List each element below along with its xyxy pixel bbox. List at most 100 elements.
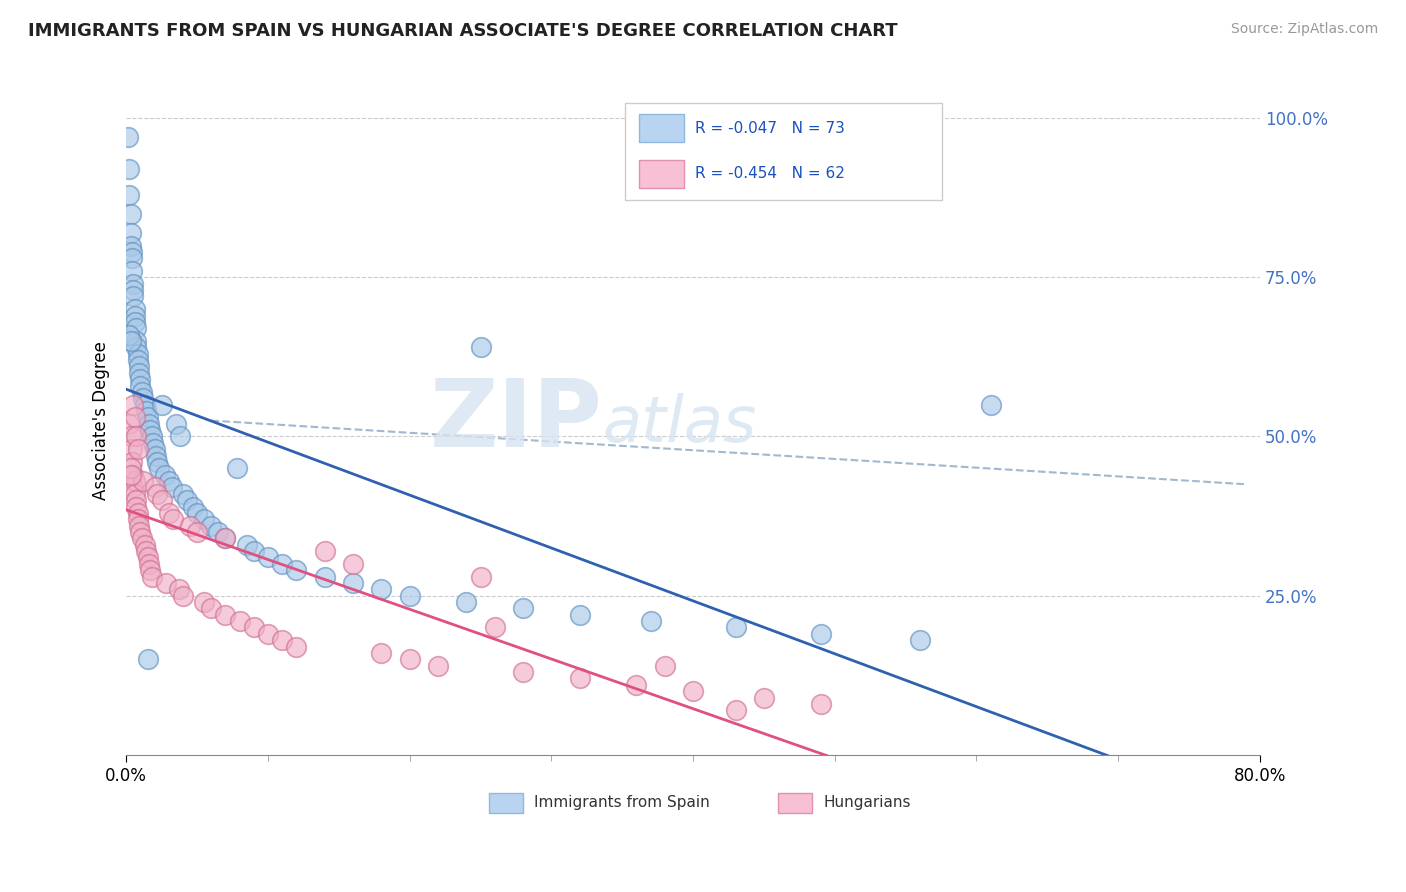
Point (512, 601, 534, 615)
Point (456, 595, 478, 609)
Point (141, 429, 163, 443)
Point (186, 506, 208, 520)
Text: Source: ZipAtlas.com: Source: ZipAtlas.com (1230, 22, 1378, 37)
Point (122, 398, 145, 412)
Point (640, 614, 662, 628)
Point (121, 244, 143, 259)
Point (146, 455, 169, 469)
Point (120, 467, 142, 482)
Point (138, 557, 160, 571)
Point (136, 410, 159, 425)
Point (155, 575, 177, 590)
Point (132, 474, 155, 488)
Point (398, 589, 420, 603)
Point (186, 524, 208, 539)
Point (370, 582, 392, 597)
Point (752, 690, 775, 705)
Point (200, 518, 222, 533)
Text: atlas: atlas (602, 392, 756, 455)
Point (193, 512, 215, 526)
Point (127, 442, 149, 457)
Point (214, 532, 236, 546)
Point (128, 518, 150, 533)
Point (122, 277, 145, 291)
Point (235, 538, 257, 552)
Text: IMMIGRANTS FROM SPAIN VS HUNGARIAN ASSOCIATE'S DEGREE CORRELATION CHART: IMMIGRANTS FROM SPAIN VS HUNGARIAN ASSOC… (28, 22, 898, 40)
Point (120, 334, 142, 348)
Point (124, 309, 146, 323)
Point (125, 493, 148, 508)
Point (118, 187, 141, 202)
Text: Hungarians: Hungarians (824, 796, 911, 811)
Point (200, 601, 222, 615)
Point (626, 678, 648, 692)
Point (169, 429, 191, 443)
Point (120, 226, 142, 240)
Point (342, 575, 364, 590)
Point (980, 398, 1002, 412)
Point (724, 703, 747, 717)
Point (153, 467, 176, 482)
Point (139, 563, 162, 577)
Point (136, 550, 159, 565)
Point (512, 665, 534, 679)
Point (127, 512, 149, 526)
Point (172, 487, 194, 501)
Point (134, 538, 156, 552)
Point (143, 442, 166, 457)
Y-axis label: Associate's Degree: Associate's Degree (93, 341, 110, 500)
Point (271, 633, 294, 648)
Point (568, 672, 591, 686)
Point (127, 347, 149, 361)
Point (150, 493, 173, 508)
FancyBboxPatch shape (638, 114, 683, 142)
Point (121, 455, 143, 469)
Point (141, 569, 163, 583)
Point (128, 359, 150, 374)
Point (908, 633, 931, 648)
Point (142, 435, 165, 450)
Point (470, 340, 492, 354)
Point (162, 512, 184, 526)
Text: R = -0.454   N = 62: R = -0.454 N = 62 (696, 166, 845, 181)
Point (122, 467, 145, 482)
Point (370, 646, 392, 660)
Point (243, 544, 266, 558)
Point (128, 366, 150, 380)
Point (165, 417, 187, 431)
Point (257, 550, 280, 565)
Point (207, 524, 229, 539)
Point (654, 658, 676, 673)
Text: R = -0.047   N = 73: R = -0.047 N = 73 (696, 121, 845, 136)
Point (285, 640, 308, 654)
Point (129, 378, 152, 392)
Point (225, 461, 247, 475)
FancyBboxPatch shape (626, 103, 942, 200)
Point (143, 480, 166, 494)
Point (122, 480, 145, 494)
Point (118, 417, 141, 431)
FancyBboxPatch shape (638, 160, 683, 188)
Point (120, 461, 142, 475)
Point (121, 252, 143, 266)
Point (257, 627, 280, 641)
Point (136, 652, 159, 666)
Point (214, 607, 236, 622)
Point (129, 524, 152, 539)
Point (124, 474, 146, 488)
Point (131, 532, 153, 546)
Point (342, 557, 364, 571)
Point (157, 506, 180, 520)
Point (148, 461, 170, 475)
Point (125, 340, 148, 354)
Point (271, 557, 294, 571)
Point (118, 162, 141, 177)
Point (127, 506, 149, 520)
Point (117, 130, 139, 145)
Point (179, 518, 201, 533)
Point (146, 487, 169, 501)
Point (568, 607, 591, 622)
Text: Immigrants from Spain: Immigrants from Spain (534, 796, 710, 811)
Point (314, 544, 336, 558)
Point (228, 614, 250, 628)
